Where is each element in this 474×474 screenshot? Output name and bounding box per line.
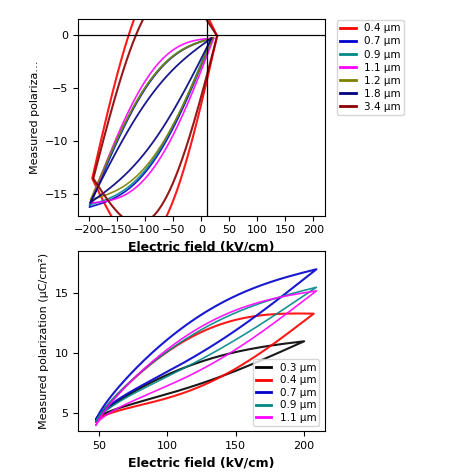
X-axis label: Electric field (kV/cm): Electric field (kV/cm) bbox=[128, 241, 275, 254]
Legend: 0.4 μm, 0.7 μm, 0.9 μm, 1.1 μm, 1.2 μm, 1.8 μm, 3.4 μm: 0.4 μm, 0.7 μm, 0.9 μm, 1.1 μm, 1.2 μm, … bbox=[337, 20, 404, 115]
Y-axis label: Measured polariza…: Measured polariza… bbox=[29, 61, 39, 174]
Legend: 0.3 μm, 0.4 μm, 0.7 μm, 0.9 μm, 1.1 μm: 0.3 μm, 0.4 μm, 0.7 μm, 0.9 μm, 1.1 μm bbox=[253, 359, 319, 426]
Text: (a): (a) bbox=[191, 264, 212, 278]
Y-axis label: Measured polarization (μC/cm²): Measured polarization (μC/cm²) bbox=[39, 253, 49, 429]
X-axis label: Electric field (kV/cm): Electric field (kV/cm) bbox=[128, 456, 275, 470]
